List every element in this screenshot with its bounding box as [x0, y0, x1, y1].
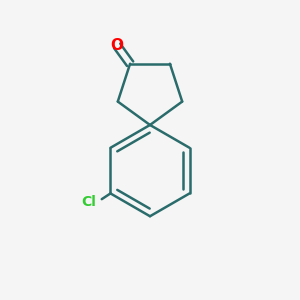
Text: O: O [111, 38, 124, 53]
Text: Cl: Cl [82, 194, 97, 208]
